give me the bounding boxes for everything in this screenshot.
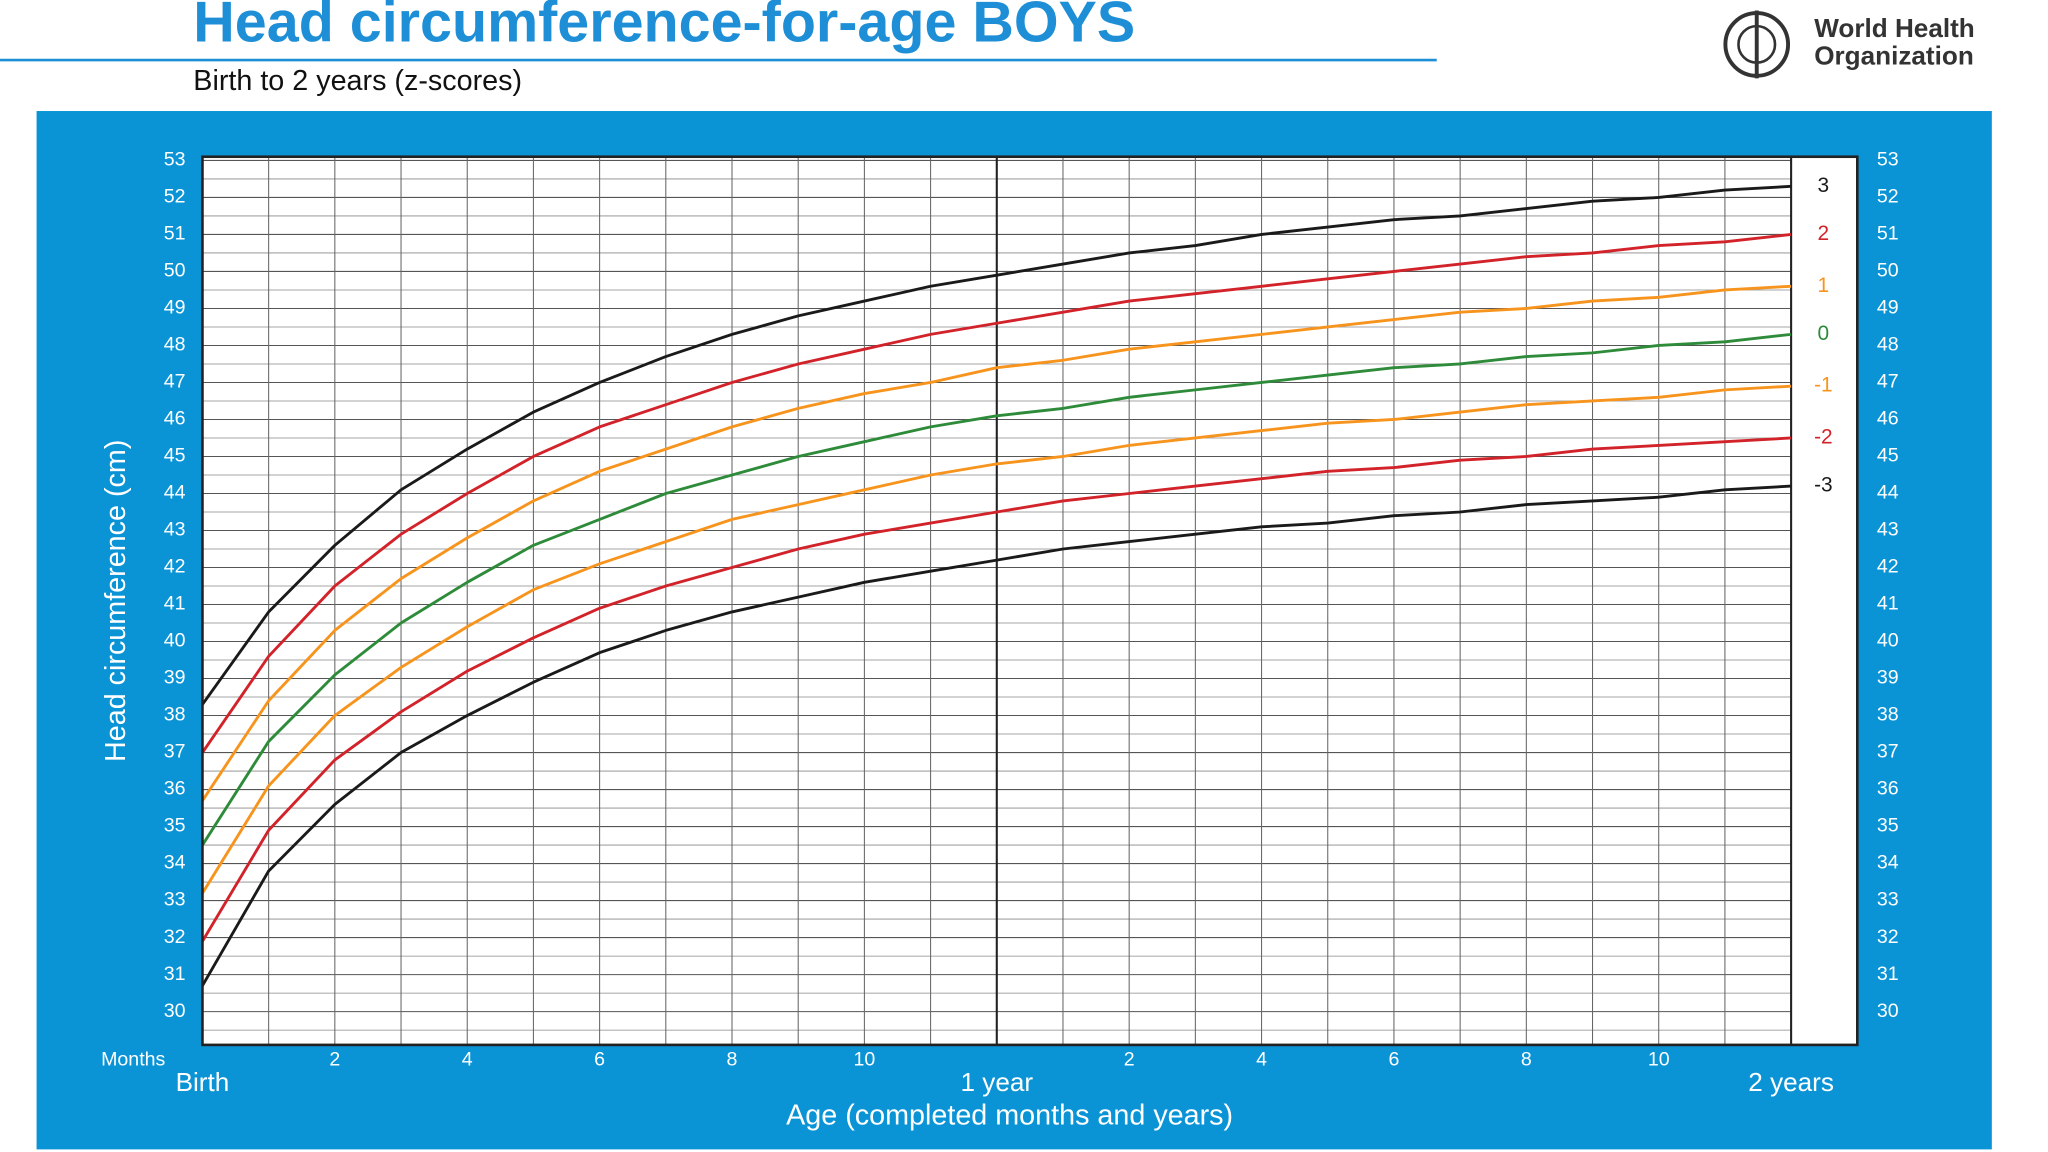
y-tick-label: 49	[164, 297, 186, 319]
series-line	[201, 233, 1792, 754]
x-tick-label: 2	[1124, 1049, 1135, 1071]
y-tick-label: 48	[1877, 334, 1899, 356]
x-axis-label: Age (completed months and years)	[786, 1099, 1233, 1131]
y-tick-label: 41	[164, 593, 186, 615]
y-tick-label: 31	[164, 963, 186, 985]
y-tick-label: 33	[1877, 889, 1899, 911]
logo-text: World Health	[1814, 13, 1975, 43]
y-tick-label: 45	[1877, 445, 1899, 467]
z-score-label: 2	[1818, 222, 1830, 245]
y-tick-label: 42	[164, 556, 186, 578]
y-tick-label: 45	[164, 445, 186, 467]
y-tick-label: 33	[164, 889, 186, 911]
z-score-label: 1	[1818, 274, 1830, 297]
y-tick-label: 30	[164, 1000, 186, 1022]
plot-border	[201, 155, 1859, 1047]
y-tick-label: 44	[1877, 482, 1899, 504]
y-tick-label: 53	[1877, 149, 1899, 171]
y-tick-label: 43	[164, 519, 186, 541]
y-tick-label: 38	[164, 704, 186, 726]
series-line	[201, 332, 1792, 846]
logo-text: Organization	[1814, 40, 1974, 70]
y-tick-label: 39	[1877, 667, 1899, 689]
y-tick-label: 51	[1877, 223, 1899, 245]
y-tick-label: 42	[1877, 556, 1899, 578]
series-line	[201, 284, 1792, 802]
y-tick-label: 52	[164, 186, 186, 208]
y-tick-label: 35	[1877, 815, 1899, 837]
series-line	[201, 384, 1792, 894]
z-score-label: -1	[1814, 374, 1833, 397]
y-tick-label: 39	[164, 667, 186, 689]
z-score-label: -2	[1814, 426, 1833, 449]
x-tick-label: 6	[1389, 1049, 1400, 1071]
x-tick-label: 4	[1256, 1049, 1267, 1071]
x-major-label: Birth	[176, 1067, 230, 1097]
y-tick-label: 47	[1877, 371, 1899, 393]
y-tick-label: 35	[164, 815, 186, 837]
x-major-label: 2 years	[1748, 1067, 1834, 1097]
z-score-label: -3	[1814, 474, 1833, 497]
x-tick-label: 8	[1521, 1049, 1532, 1071]
series-lines	[201, 184, 1792, 987]
who-logo: World Health Organization	[1723, 10, 1975, 79]
y-tick-label: 47	[164, 371, 186, 393]
y-tick-label: 37	[1877, 741, 1899, 763]
y-tick-label: 34	[1877, 852, 1899, 874]
x-major-label: 1 year	[960, 1067, 1033, 1097]
y-tick-label: 41	[1877, 593, 1899, 615]
x-tick-label: 4	[462, 1049, 473, 1071]
z-score-label: 0	[1818, 322, 1830, 345]
y-tick-label: 36	[164, 778, 186, 800]
plot-area	[202, 156, 1858, 1045]
y-axis-label: Head circumference (cm)	[100, 440, 132, 762]
y-tick-label: 31	[1877, 963, 1899, 985]
y-tick-label: 49	[1877, 297, 1899, 319]
y-tick-label: 36	[1877, 778, 1899, 800]
y-tick-label: 43	[1877, 519, 1899, 541]
y-tick-label: 53	[164, 149, 186, 171]
grid	[201, 156, 1793, 1045]
y-tick-label: 44	[164, 482, 186, 504]
x-tick-label: 2	[329, 1049, 340, 1071]
y-tick-label: 38	[1877, 704, 1899, 726]
series-line	[201, 484, 1792, 987]
y-tick-label: 40	[164, 630, 186, 652]
x-unit-label: Months	[101, 1049, 165, 1071]
x-tick-label: 8	[727, 1049, 738, 1071]
y-tick-label: 32	[164, 926, 186, 948]
y-tick-label: 37	[164, 741, 186, 763]
y-tick-label: 50	[164, 260, 186, 282]
z-score-label: 3	[1818, 174, 1830, 197]
x-tick-label: 10	[1648, 1049, 1670, 1071]
y-tick-label: 32	[1877, 926, 1899, 948]
y-tick-label: 34	[164, 852, 186, 874]
y-tick-label: 51	[164, 223, 186, 245]
y-tick-label: 30	[1877, 1000, 1899, 1022]
series-line	[201, 184, 1792, 706]
y-tick-label: 40	[1877, 630, 1899, 652]
x-tick-label: 6	[594, 1049, 605, 1071]
y-tick-label: 52	[1877, 186, 1899, 208]
y-tick-label: 48	[164, 334, 186, 356]
series-line	[201, 436, 1792, 943]
y-tick-label: 50	[1877, 260, 1899, 282]
chart-subtitle: Birth to 2 years (z-scores)	[193, 65, 522, 97]
y-tick-label: 46	[1877, 408, 1899, 430]
x-tick-label: 10	[854, 1049, 876, 1071]
y-tick-label: 46	[164, 408, 186, 430]
chart-title: Head circumference-for-age BOYS	[193, 0, 1135, 54]
